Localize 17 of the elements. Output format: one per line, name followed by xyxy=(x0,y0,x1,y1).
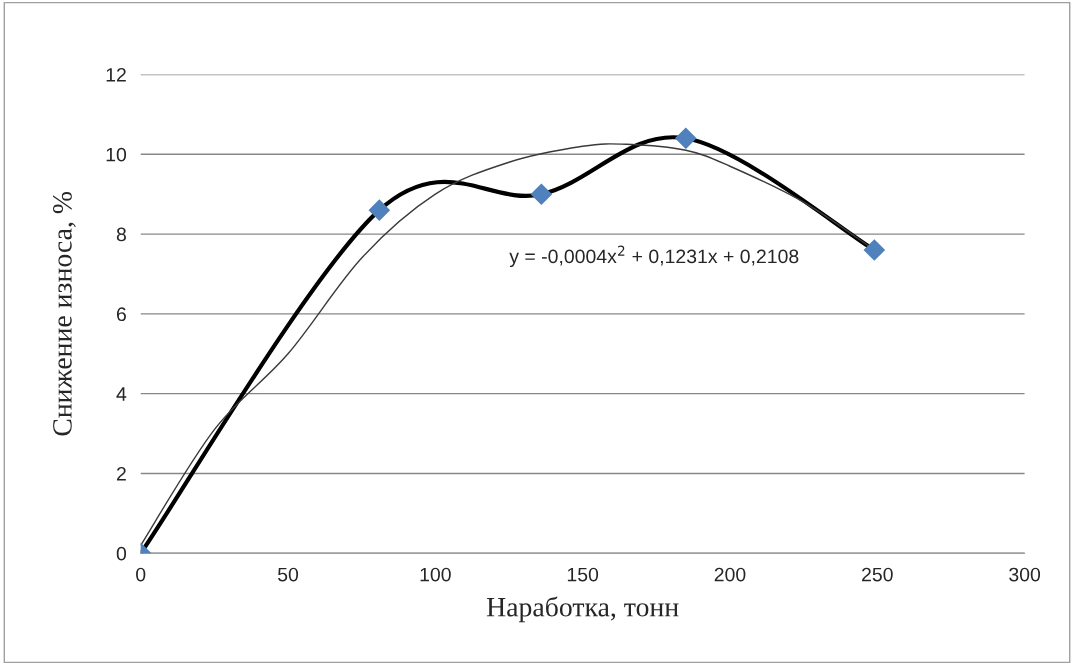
x-axis-title: Наработка, тонн xyxy=(486,596,679,623)
y-tick-label: 8 xyxy=(116,227,126,242)
y-tick-label: 12 xyxy=(106,67,126,82)
y-tick-label: 4 xyxy=(116,387,127,401)
x-tick-label: 50 xyxy=(277,567,299,582)
x-tick-label: 0 xyxy=(136,567,146,582)
x-tick-label: 100 xyxy=(420,567,451,582)
x-tick-label: 250 xyxy=(862,567,893,582)
annotation: y = -0,0004x$^{2}$ + 0,1231x + 0,2108 xyxy=(509,245,799,268)
y-tick-label: 0 xyxy=(116,546,127,561)
x-tick-label: 300 xyxy=(1009,567,1041,582)
x-tick-label: 150 xyxy=(567,567,599,582)
y-tick-label: 6 xyxy=(116,307,126,322)
y-tick-label: 2 xyxy=(116,466,126,481)
y-tick-label: 10 xyxy=(106,147,127,162)
x-tick-label: 200 xyxy=(714,567,746,582)
y-axis-title: Снижение износа, % xyxy=(53,191,76,436)
